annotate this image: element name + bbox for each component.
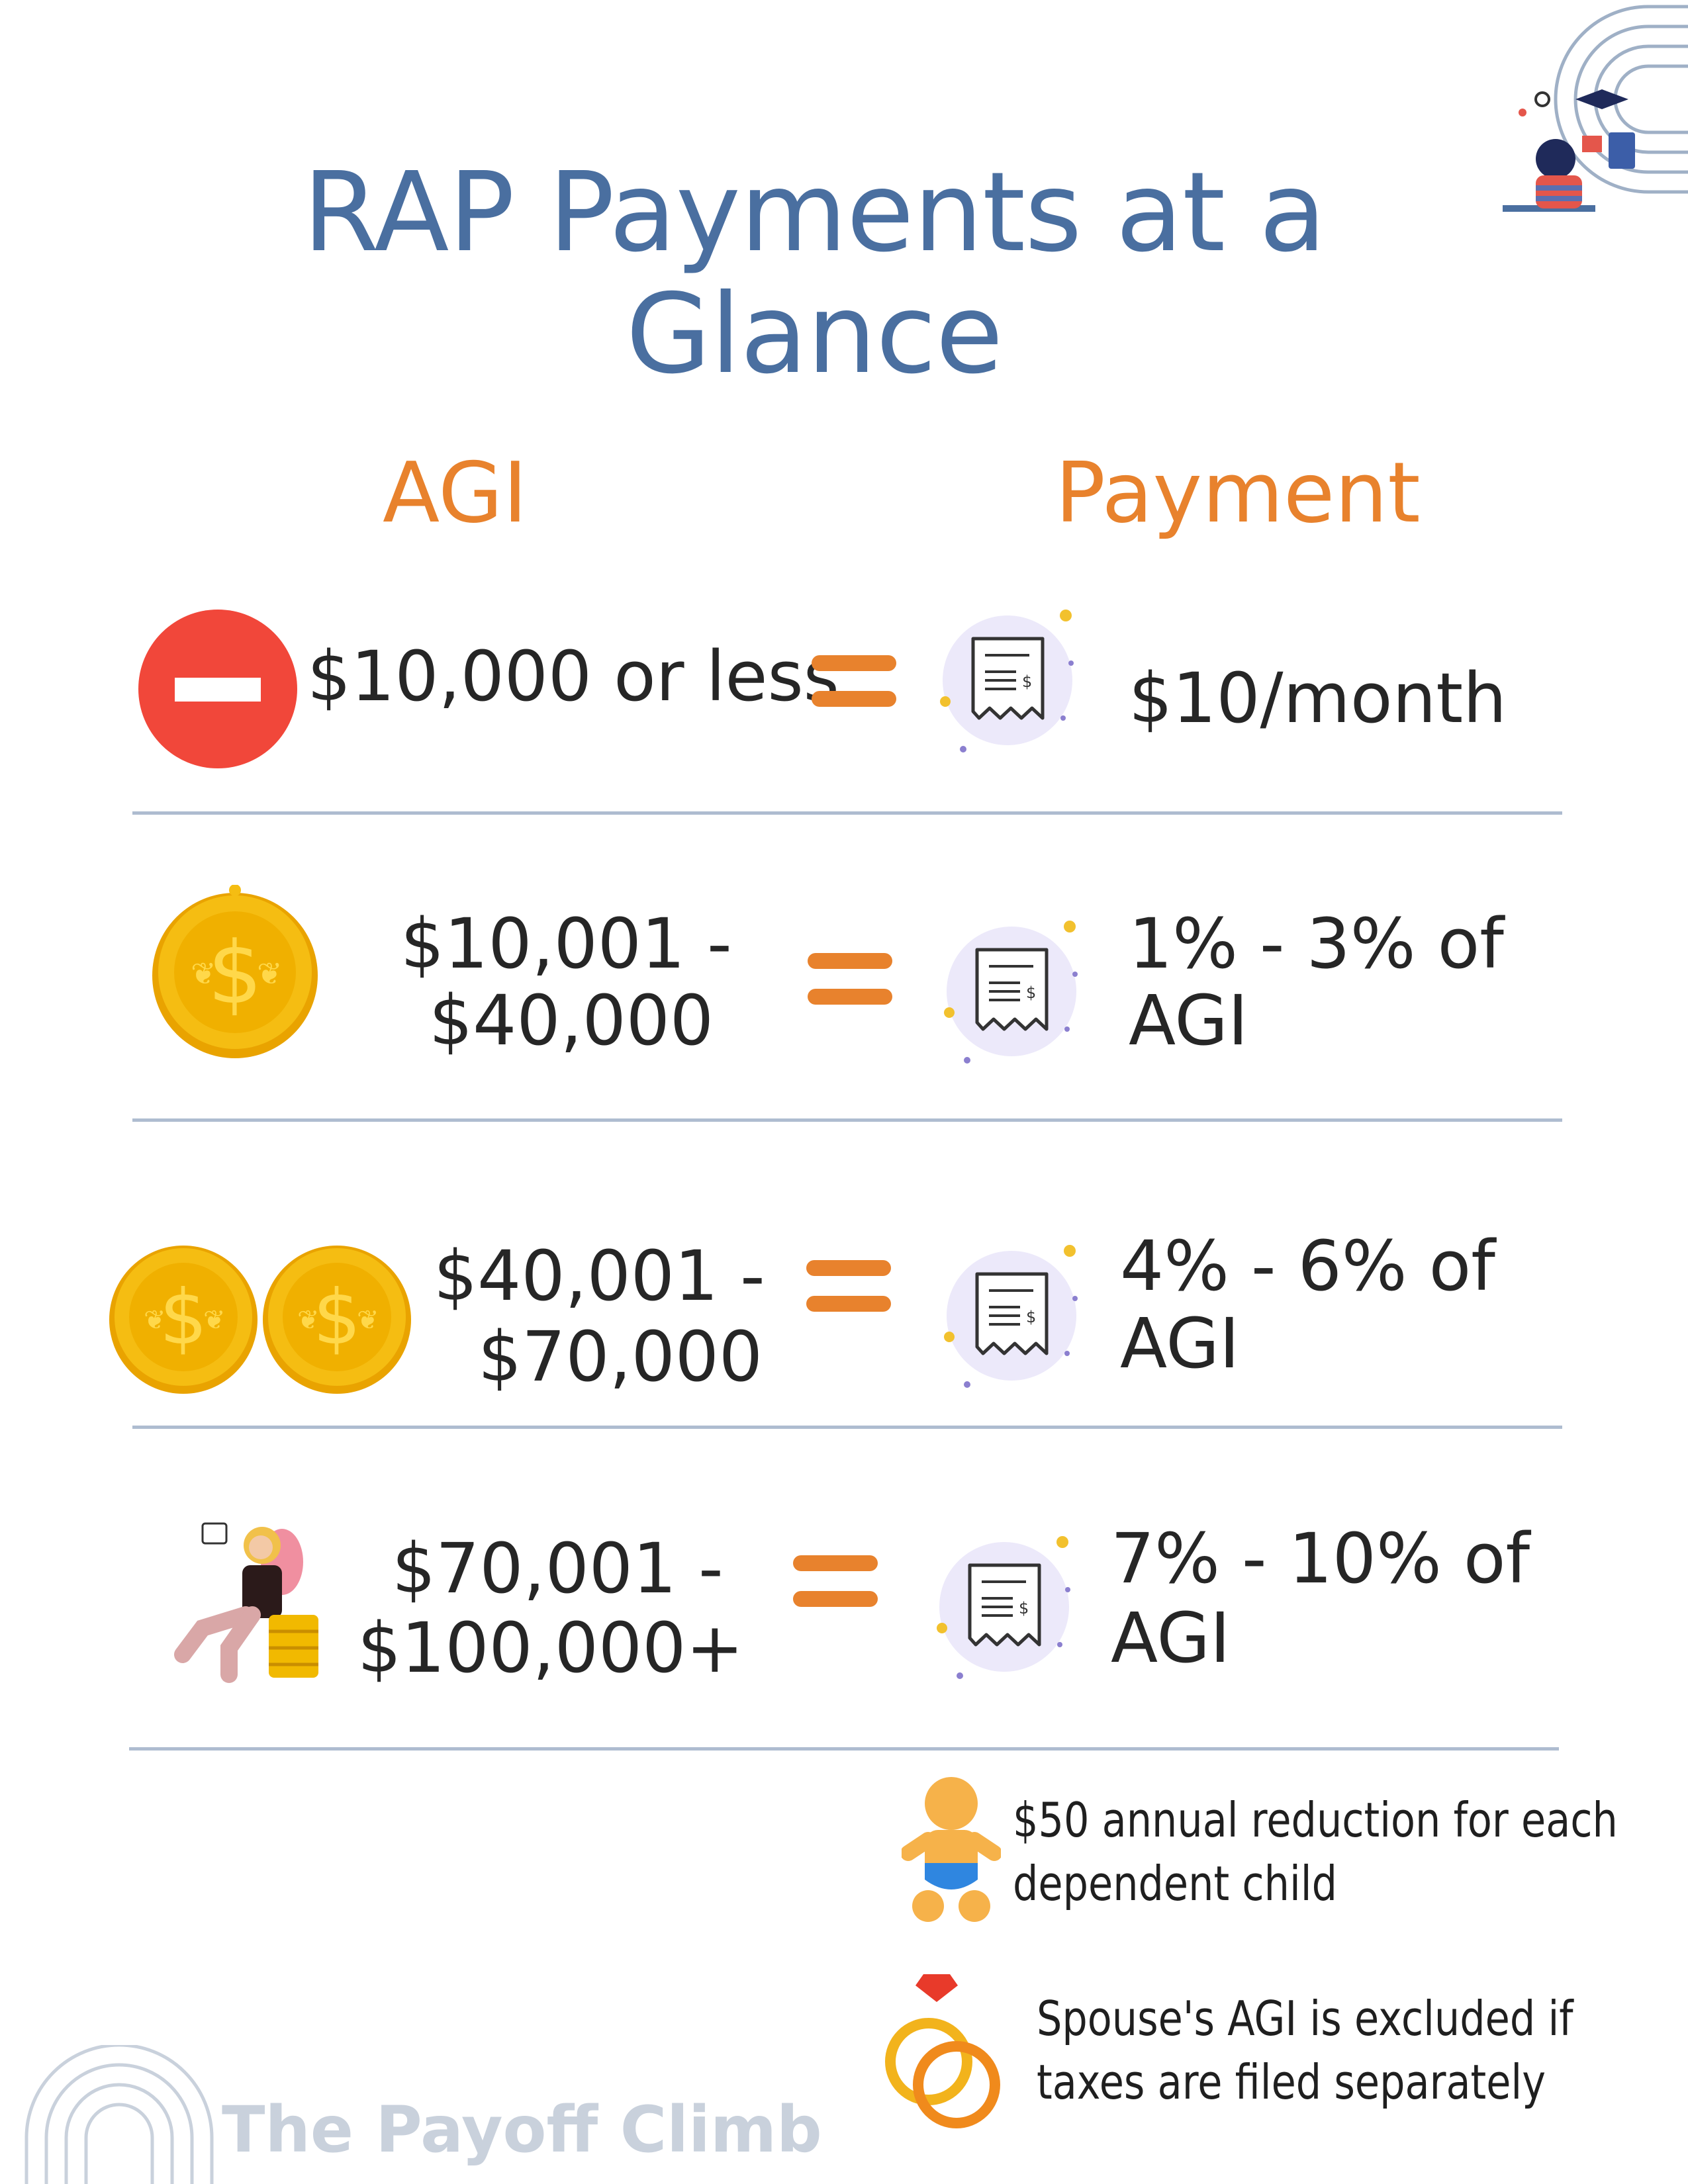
- svg-text:❦: ❦: [191, 956, 216, 991]
- svg-text:$: $: [1026, 1308, 1036, 1326]
- svg-text:$: $: [1026, 983, 1036, 1002]
- payment-amount-3-line1: 4% - 6% of: [1120, 1226, 1495, 1306]
- baby-icon: [902, 1774, 1001, 1926]
- receipt-icon: $: [937, 1238, 1083, 1390]
- row-divider: [132, 1118, 1562, 1122]
- agi-range-3-line1: $40,001 -: [434, 1236, 765, 1316]
- equals-icon: [812, 655, 896, 707]
- equals-icon: [793, 1555, 878, 1607]
- brand-logo-arcs: [20, 2045, 218, 2184]
- student-illustration: [1483, 0, 1688, 238]
- payment-amount-2-line2: AGI: [1129, 980, 1248, 1061]
- agi-column-heading: AGI: [383, 444, 528, 541]
- row-divider: [129, 1747, 1559, 1751]
- svg-text:$: $: [1022, 672, 1032, 691]
- spouse-note-line2: taxes are filed separately: [1037, 2054, 1546, 2110]
- no-entry-icon: [138, 609, 298, 769]
- equals-icon: [808, 953, 892, 1005]
- payment-amount-4-line2: AGI: [1111, 1598, 1231, 1678]
- spouse-note-line1: Spouse's AGI is excluded if: [1037, 1991, 1573, 2046]
- receipt-icon: $: [937, 913, 1083, 1066]
- agi-range-2-line2: $40,000: [429, 980, 714, 1061]
- agi-range-2-line1: $10,001 -: [400, 903, 732, 984]
- svg-text:$: $: [1019, 1599, 1029, 1617]
- two-gold-coins-icon: $ ❦ ❦ $ ❦ ❦: [109, 1243, 414, 1395]
- woman-on-coins-icon: [163, 1516, 325, 1688]
- page-title: RAP Payments at a Glance: [303, 149, 1326, 398]
- payment-column-heading: Payment: [1055, 444, 1421, 541]
- payment-amount-1: $10/month: [1129, 658, 1507, 739]
- payment-amount-3-line2: AGI: [1120, 1303, 1240, 1384]
- receipt-icon: $: [930, 1529, 1076, 1681]
- svg-text:❦: ❦: [257, 956, 283, 991]
- equals-icon: [806, 1260, 891, 1312]
- gold-coin-icon: $ ❦ ❦: [151, 885, 319, 1060]
- agi-range-1: $10,000 or less: [307, 636, 839, 717]
- svg-text:$: $: [208, 923, 263, 1023]
- svg-text:❦: ❦: [144, 1305, 166, 1336]
- receipt-icon: $: [933, 602, 1079, 754]
- row-divider: [132, 811, 1562, 815]
- child-note-line1: $50 annual reduction for each: [1013, 1792, 1618, 1848]
- agi-range-4-line1: $70,001 -: [392, 1528, 724, 1609]
- agi-range-4-line2: $100,000+: [357, 1608, 744, 1688]
- svg-text:$: $: [160, 1273, 208, 1361]
- agi-range-3-line2: $70,000: [478, 1316, 763, 1397]
- payment-amount-4-line1: 7% - 10% of: [1111, 1518, 1530, 1599]
- brand-name: The Payoff Climb: [222, 2093, 822, 2167]
- child-note-line2: dependent child: [1013, 1856, 1337, 1911]
- row-divider: [132, 1426, 1562, 1429]
- svg-text:$: $: [313, 1273, 361, 1361]
- wedding-rings-icon: [884, 1969, 1003, 2134]
- svg-text:❦: ❦: [297, 1305, 320, 1336]
- svg-text:❦: ❦: [357, 1305, 379, 1336]
- payment-amount-2-line1: 1% - 3% of: [1129, 903, 1504, 984]
- svg-text:❦: ❦: [203, 1305, 226, 1336]
